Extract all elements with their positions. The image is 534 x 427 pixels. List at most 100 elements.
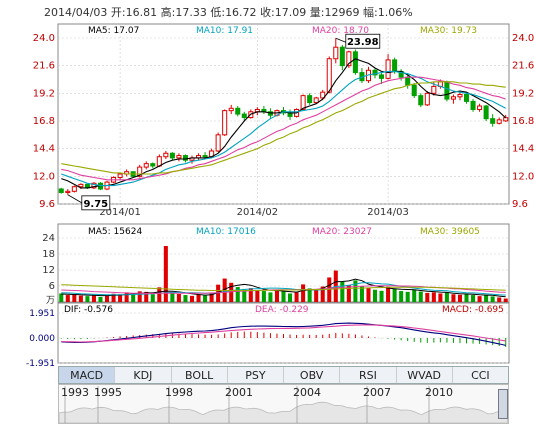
candle-body xyxy=(352,51,358,74)
year-navigator[interactable]: 1993 1995 1998 2001 2004 2007 2010 xyxy=(58,384,509,424)
volume-bar xyxy=(131,294,136,302)
volume-bar xyxy=(438,293,443,302)
candle-body xyxy=(320,91,326,99)
price-ma10-legend: MA10: 17.91 xyxy=(196,26,254,36)
macd-tick: 1.951 xyxy=(29,309,55,319)
volume-bar xyxy=(412,289,417,302)
volume-tick: 24 xyxy=(42,233,55,244)
candle-body xyxy=(450,96,456,100)
volume-ma30-line xyxy=(61,284,506,291)
candle-body xyxy=(379,74,385,79)
volume-bar xyxy=(372,289,378,302)
volume-bar xyxy=(118,294,123,302)
volume-bar xyxy=(203,295,208,302)
macd-value-legend: MACD: -0.695 xyxy=(442,305,504,315)
candle-body xyxy=(150,163,156,167)
tab-obv[interactable]: OBV xyxy=(284,367,341,383)
tab-psy[interactable]: PSY xyxy=(228,367,284,383)
volume-bar xyxy=(314,290,319,302)
candle-body xyxy=(215,134,221,152)
price-tick-right: 16.8 xyxy=(512,116,534,127)
price-tick-left: 24.0 xyxy=(33,33,55,44)
volume-bar xyxy=(359,286,364,302)
candle-body xyxy=(470,100,476,110)
candle-body xyxy=(182,155,188,161)
macd-tick: -1.951 xyxy=(26,359,55,366)
year-label: 2004 xyxy=(293,386,321,399)
tab-macd[interactable]: MACD xyxy=(59,367,116,383)
date-tick: 2014/01 xyxy=(99,207,141,218)
volume-bar xyxy=(464,294,469,302)
volume-bar xyxy=(209,293,214,302)
candle-body xyxy=(457,93,463,98)
tab-kdj[interactable]: KDJ xyxy=(115,367,172,383)
price-tick-right: 9.6 xyxy=(512,199,528,210)
macd-frame xyxy=(57,302,510,364)
macd-dif-legend: DIF: -0.576 xyxy=(64,305,113,315)
year-label: 2001 xyxy=(225,386,253,399)
candle-body xyxy=(372,69,378,76)
price-ma20-line xyxy=(61,76,506,181)
volume-bar xyxy=(274,290,279,302)
volume-bar xyxy=(353,280,358,302)
tab-cci[interactable]: CCI xyxy=(471,368,490,382)
tab-wvad[interactable]: WVAD xyxy=(397,367,453,383)
volume-bar xyxy=(366,287,371,302)
tab-rsi[interactable]: RSI xyxy=(340,367,397,383)
candle-body xyxy=(169,152,175,159)
price-ma5-line xyxy=(61,58,507,189)
tab-boll[interactable]: BOLL xyxy=(172,367,228,383)
volume-tick: 12 xyxy=(42,265,55,276)
candle-body xyxy=(267,111,273,116)
volume-ma10-line xyxy=(61,282,506,296)
price-panel xyxy=(58,38,509,195)
volume-bar xyxy=(261,291,266,302)
candle-body xyxy=(71,186,77,192)
volume-bar xyxy=(418,291,423,302)
volume-bar xyxy=(346,285,351,302)
volume-bar xyxy=(457,294,463,302)
candle-body xyxy=(418,95,424,106)
candle-body xyxy=(235,107,241,115)
candle-body xyxy=(503,117,509,122)
volume-bar xyxy=(392,288,397,302)
year-label: 1998 xyxy=(165,386,193,399)
volume-bar xyxy=(497,297,502,302)
low-callout-line xyxy=(67,194,83,204)
volume-bar xyxy=(451,294,456,302)
candle-body xyxy=(163,152,169,158)
price-ma10-line xyxy=(61,70,506,187)
change-value: 1.06% xyxy=(377,6,413,19)
volume-bar xyxy=(444,292,449,302)
candle-body xyxy=(463,93,470,102)
close-label: 收: xyxy=(260,6,275,19)
year-label: 1995 xyxy=(94,386,122,399)
volume-bar xyxy=(91,295,96,302)
volume-label: 量: xyxy=(309,6,325,19)
candle-body xyxy=(477,105,483,110)
candle-body xyxy=(496,119,502,124)
range-slider-handle[interactable] xyxy=(498,389,508,419)
volume-bar xyxy=(379,290,384,302)
volume-bar xyxy=(78,295,83,302)
high-callout-text: 23.98 xyxy=(347,37,379,48)
volume-bar xyxy=(320,286,325,302)
year-label: 2010 xyxy=(425,386,453,399)
candle-body xyxy=(78,183,84,188)
candle-body xyxy=(392,59,398,72)
volume-ma10-legend: MA10: 17016 xyxy=(196,227,256,237)
candle-body xyxy=(65,190,71,193)
price-tick-left: 9.6 xyxy=(39,199,55,210)
volume-bar xyxy=(281,291,286,302)
volume-bar xyxy=(242,288,247,302)
macd-panel xyxy=(60,322,507,347)
close-value: 17.09 xyxy=(274,6,307,19)
quote-date: 2014/04/03 xyxy=(44,6,108,19)
volume-bar xyxy=(104,295,110,302)
volume-bar xyxy=(59,293,64,302)
high-callout-box xyxy=(345,33,381,49)
volume-tick: 18 xyxy=(42,249,55,260)
volume-bar xyxy=(255,290,260,302)
candle-body xyxy=(222,110,228,136)
stock-chart: 24.0 24.0 21.6 21.6 19.2 19.2 16.8 16.8 14.4 14.4… xyxy=(26,23,534,366)
